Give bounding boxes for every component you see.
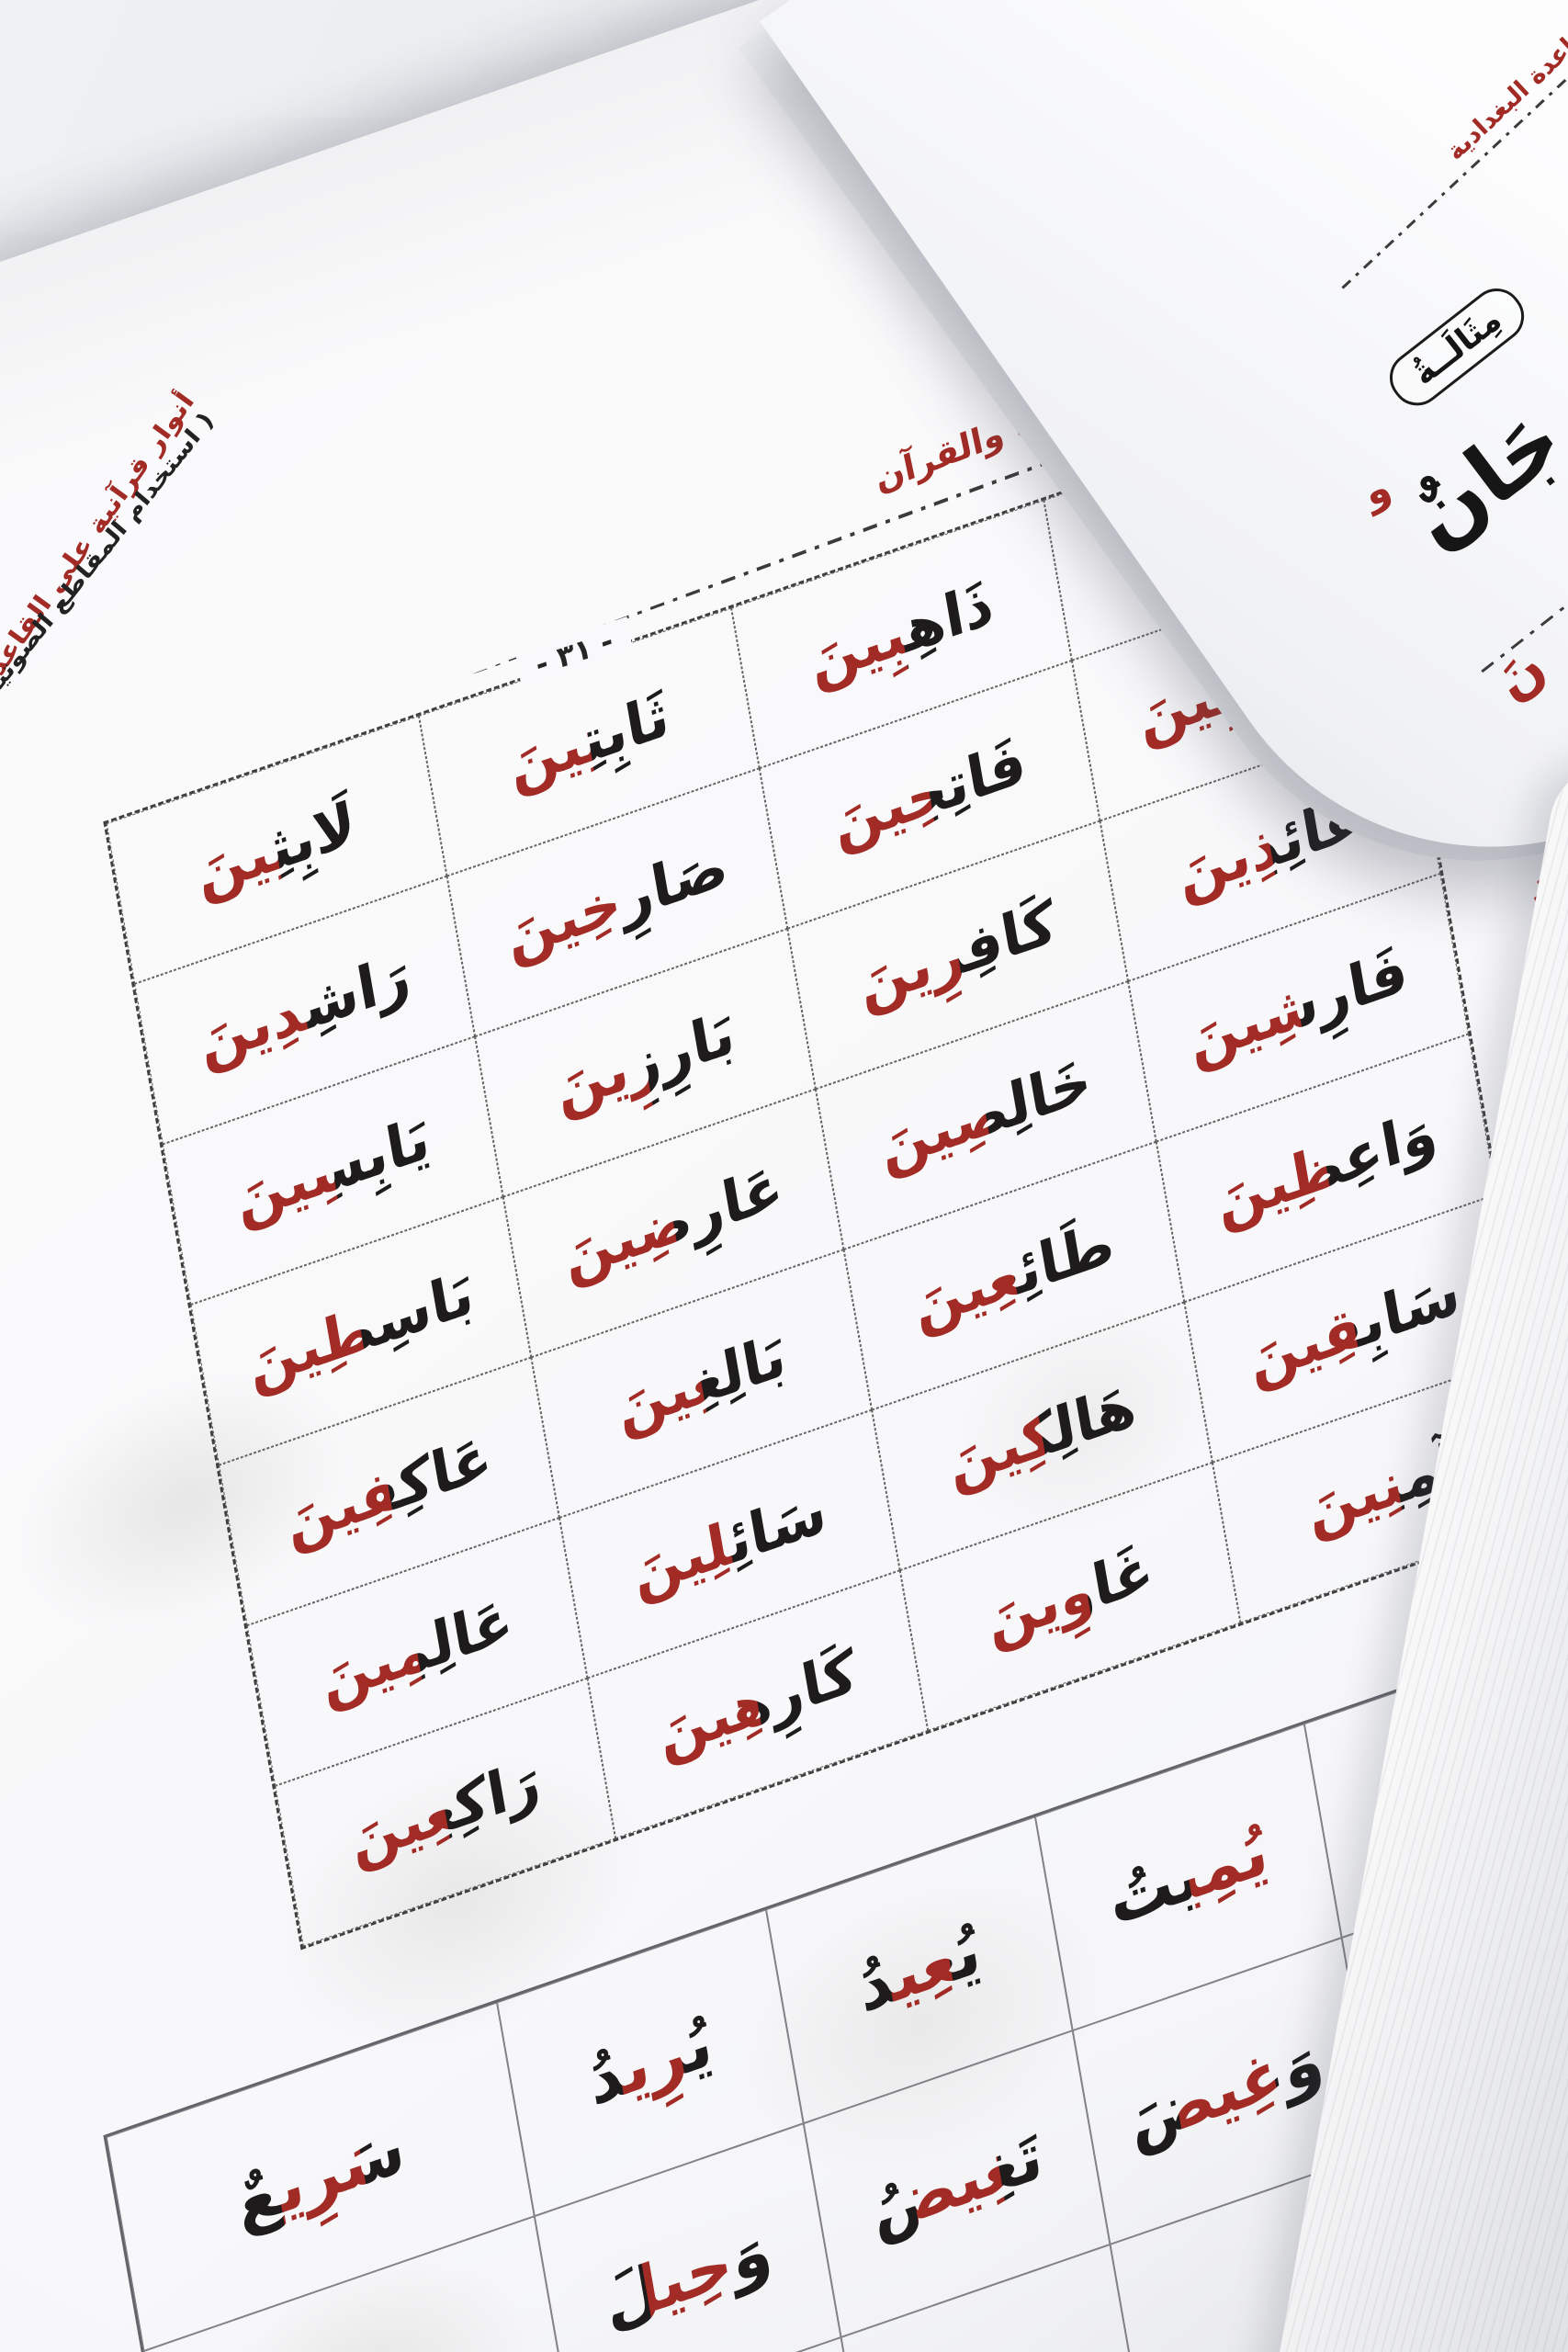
colored-word: سَائِلِينَ	[626, 1465, 833, 1623]
colored-word: يُمِيتُ	[1101, 1799, 1277, 1956]
colored-word: يَابِسِينَ	[229, 1091, 436, 1249]
colored-word: رَاكِعِينَ	[344, 1735, 547, 1891]
colored-word: عَاكِفِينَ	[279, 1410, 499, 1572]
colored-word: هَالِكِينَ	[942, 1359, 1143, 1514]
colored-word: عَالِمِينَ	[314, 1574, 520, 1731]
colored-word: ذَاهِبِينَ	[803, 557, 1000, 710]
colored-word: طَائِعِينَ	[907, 1196, 1121, 1356]
colored-word: يُرِيدُ	[581, 1991, 720, 2136]
colored-word: وَغِيضَ	[1121, 2007, 1331, 2176]
colored-word: يُعِيدُ	[851, 1898, 989, 2042]
colored-word: كَارِهِينَ	[651, 1625, 863, 1784]
colored-word: ثَابِتِينَ	[502, 669, 676, 815]
colored-word: سَرِيعٌ	[228, 2097, 412, 2256]
colored-word: بَارِزِينَ	[549, 987, 742, 1139]
colored-word: غَاوِينَ	[980, 1522, 1160, 1670]
colored-word: لَابِثِينَ	[190, 777, 364, 922]
colored-word: فَاتِحِينَ	[827, 716, 1033, 873]
colored-word: تَلُ	[310, 2325, 407, 2352]
colored-word: وَحِيلَ	[596, 2197, 779, 2352]
colored-word: تَغِيضُ	[863, 2103, 1051, 2264]
colored-word: بَالِغِينَ	[610, 1309, 793, 1458]
colored-word: كَافِرِينَ	[852, 876, 1064, 1035]
